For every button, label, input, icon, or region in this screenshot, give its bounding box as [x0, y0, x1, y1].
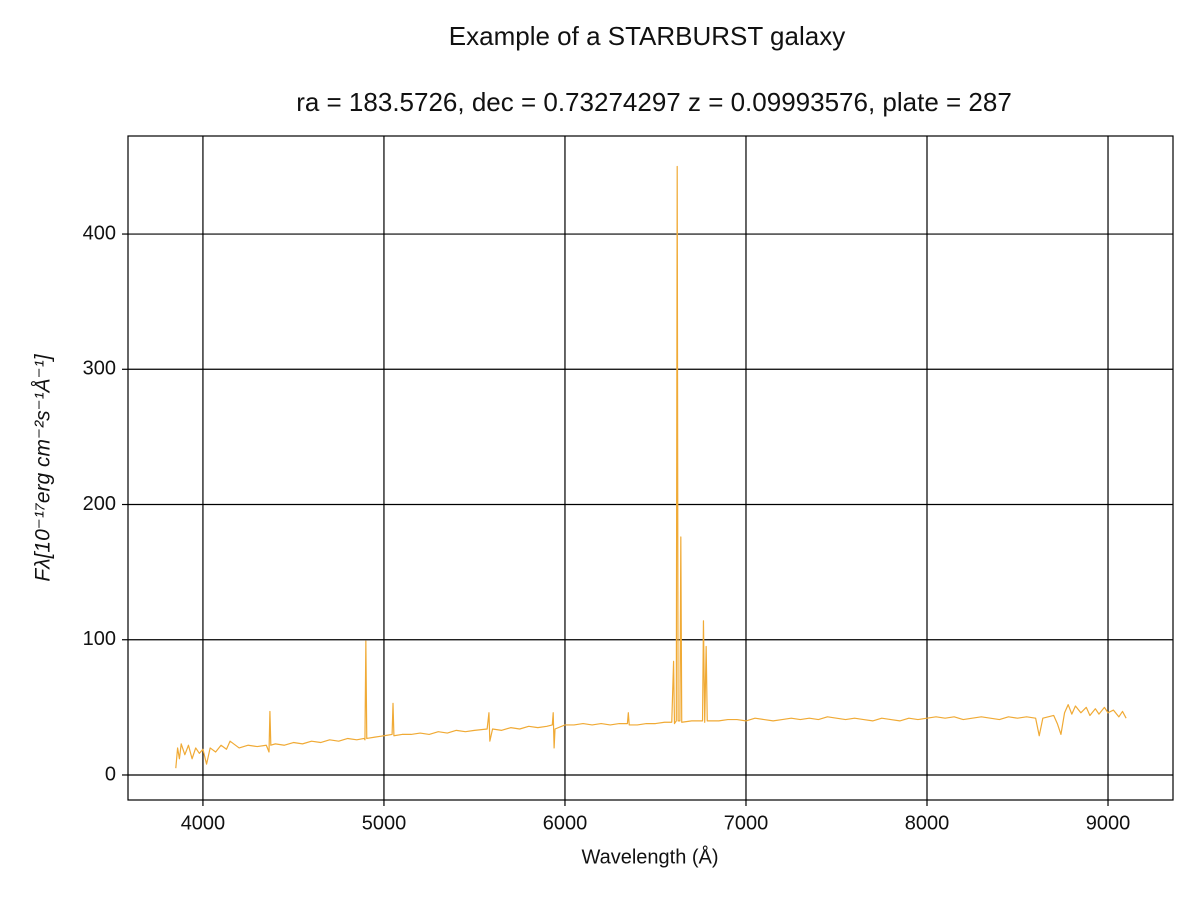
x-axis-label: Wavelength (Å): [581, 845, 718, 868]
y-tick-label: 300: [83, 358, 116, 380]
x-tick-label: 7000: [724, 812, 769, 834]
plot-frame: [127, 135, 1174, 801]
x-tick-label: 5000: [362, 812, 407, 834]
x-tick-label: 4000: [181, 812, 226, 834]
y-tick-label: 400: [83, 222, 116, 244]
y-tick-label: 0: [105, 763, 116, 785]
x-tick-label: 8000: [905, 812, 950, 834]
spectrum-line: [175, 165, 1127, 769]
x-tick-label: 6000: [543, 812, 588, 834]
chart-title: Example of a STARBURST galaxy: [449, 21, 845, 51]
y-tick-label: 100: [83, 628, 116, 650]
x-tick-label: 9000: [1086, 812, 1131, 834]
y-tick-label: 200: [83, 493, 116, 515]
y-axis-label: Fλ[10⁻¹⁷erg cm⁻²s⁻¹Å⁻¹]: [32, 353, 55, 581]
chart-subtitle: ra = 183.5726, dec = 0.73274297 z = 0.09…: [296, 87, 1012, 117]
